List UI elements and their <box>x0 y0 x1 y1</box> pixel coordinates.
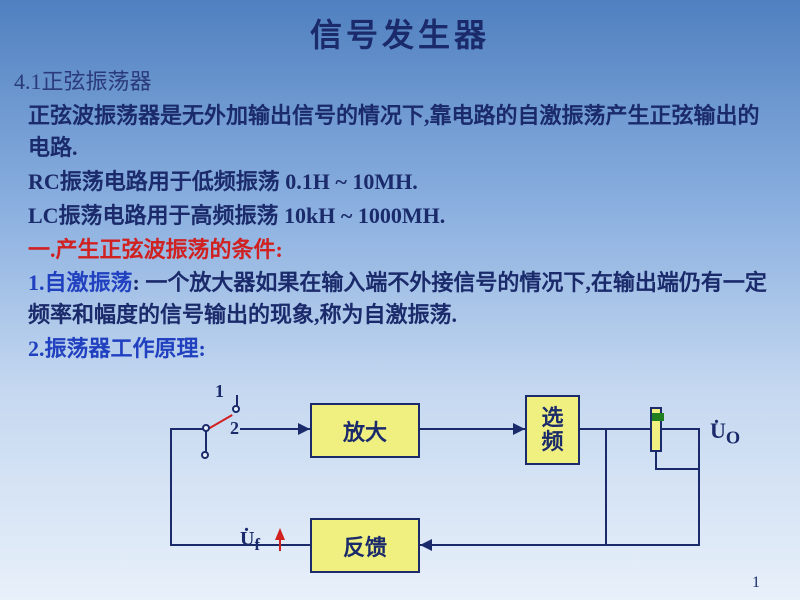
uf-dot-icon: . <box>244 514 249 537</box>
wire-fb-down <box>605 428 607 546</box>
wire-amp-sel <box>420 428 525 430</box>
arrow-into-fb <box>420 539 432 551</box>
switch-arm <box>208 414 233 430</box>
sel-char1: 选 <box>541 406 563 430</box>
resistor-band <box>652 413 664 421</box>
paragraph-intro: 正弦波振荡器是无外加输出信号的情况下,靠电路的自激振荡产生正弦输出的电路. <box>28 100 772 164</box>
feedback-block: 反馈 <box>310 518 420 573</box>
uo-sub: O <box>726 428 740 448</box>
sel-char2: 频 <box>541 430 563 454</box>
self-osc-label: 1.自激振荡 <box>28 270 133 295</box>
block-diagram: 放大 选 频 反馈 1 2 . UO . Uf <box>30 373 770 583</box>
conditions-heading: 一.产生正弦波振荡的条件: <box>28 234 772 266</box>
line-lc: LC振荡电路用于高频振荡 10kH ~ 1000MH. <box>28 200 772 232</box>
ground-node <box>201 451 209 459</box>
content-block: 正弦波振荡器是无外加输出信号的情况下,靠电路的自激振荡产生正弦输出的电路. RC… <box>0 100 800 365</box>
uf-sub: f <box>254 535 260 554</box>
page-number: 1 <box>752 574 760 592</box>
uo-dot-icon: . <box>714 406 719 429</box>
wire-sw-stub <box>236 395 238 407</box>
wire-res-join <box>655 468 700 470</box>
uf-arrow-stem <box>279 539 281 551</box>
uo-label: . UO <box>710 418 740 448</box>
arrow-into-amp <box>298 423 310 435</box>
wire-fb-right <box>420 544 607 546</box>
switch-pos2-label: 2 <box>230 418 239 439</box>
wire-fb-up <box>170 428 172 546</box>
wire-out-v <box>698 428 700 546</box>
wire-sel-out <box>580 428 700 430</box>
line-rc: RC振荡电路用于低频振荡 0.1H ~ 10MH. <box>28 166 772 198</box>
self-oscillation-line: 1.自激振荡: 一个放大器如果在输入端不外接信号的情况下,在输出端仍有一定频率和… <box>28 267 772 331</box>
wire-bottom-rail <box>605 544 700 546</box>
uf-label: . Uf <box>240 528 260 555</box>
amplifier-block: 放大 <box>310 403 420 458</box>
switch-pos1-label: 1 <box>215 381 224 402</box>
self-osc-text: : 一个放大器如果在输入端不外接信号的情况下,在输出端仍有一定频率和幅度的信号输… <box>28 270 767 327</box>
principle-heading: 2.振荡器工作原理: <box>28 333 772 365</box>
output-resistor <box>650 407 662 452</box>
page-title: 信号发生器 <box>0 0 800 56</box>
arrow-into-sel <box>513 423 525 435</box>
wire-fb-to-sw <box>170 428 204 430</box>
freq-select-block: 选 频 <box>525 395 580 465</box>
wire-input-v <box>205 431 207 453</box>
section-heading: 4.1正弦振荡器 <box>0 56 800 100</box>
